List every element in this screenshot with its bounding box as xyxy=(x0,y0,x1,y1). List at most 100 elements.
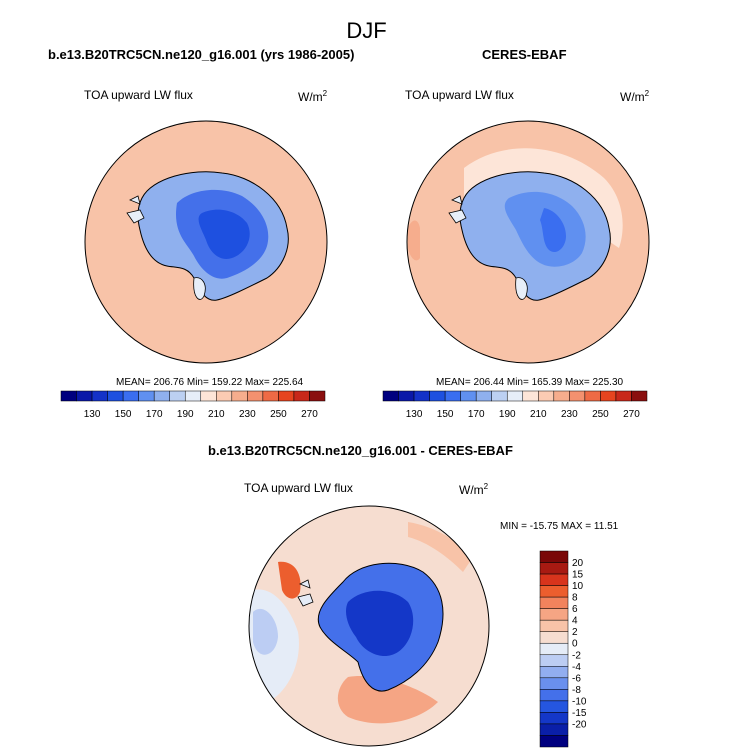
colorbar-tick-label: 190 xyxy=(177,409,194,420)
colorbar-tick-label: 170 xyxy=(146,409,163,420)
peninsula-ice-shelf xyxy=(448,195,528,300)
colorbar-tick-label: 170 xyxy=(468,409,485,420)
colorbar-bin xyxy=(278,390,295,402)
panel-3-units: W/m2 xyxy=(459,482,489,497)
panel-1-units: W/m2 xyxy=(298,89,328,104)
colorbar-bin xyxy=(539,689,569,702)
positive-anomaly-patch xyxy=(278,561,301,599)
season-title: DJF xyxy=(346,18,387,43)
map-border xyxy=(248,505,490,747)
colorbar-tick-label: 15 xyxy=(572,570,584,581)
colorbar-tick-label: 130 xyxy=(406,409,423,420)
colorbar-bin xyxy=(539,677,569,690)
colorbar-tick-label: -8 xyxy=(572,685,581,696)
colorbar-bin xyxy=(262,390,279,402)
colorbar-tick-label: -4 xyxy=(572,662,581,673)
antarctic-negative-core xyxy=(345,590,414,657)
colorbar-bin xyxy=(615,390,632,402)
colorbar-tick-label: 210 xyxy=(208,409,225,420)
panel-1-polar-map xyxy=(84,120,328,364)
colorbar-bin xyxy=(184,390,202,402)
map-border xyxy=(84,120,328,364)
colorbar-bin xyxy=(138,390,155,402)
panel-2-colorbar: 130 150 170 190 210 230 250 270 xyxy=(382,390,648,420)
southern-positive-band xyxy=(337,676,438,724)
antarctic-plateau-minimum xyxy=(198,209,250,259)
colorbar-bin xyxy=(382,390,399,402)
antarctic-plateau-minimum xyxy=(540,208,566,253)
colorbar-bin xyxy=(506,390,524,402)
colorbar-bin xyxy=(631,390,648,402)
colorbar-bin xyxy=(153,390,170,402)
colorbar-bin xyxy=(539,642,569,656)
colorbar-bin xyxy=(600,390,617,402)
colorbar-bin xyxy=(539,562,569,575)
colorbar-tick-label: 150 xyxy=(115,409,132,420)
colorbar-tick-label: 20 xyxy=(572,558,584,569)
colorbar-tick-label: -15 xyxy=(572,708,587,719)
colorbar-bin xyxy=(231,390,248,402)
colorbar-bin xyxy=(539,735,569,748)
colorbar-bin xyxy=(91,390,108,402)
panel-2-field-label: TOA upward LW flux xyxy=(405,88,514,102)
colorbar-tick-label: 250 xyxy=(270,409,287,420)
panel-3-field-label: TOA upward LW flux xyxy=(244,481,353,495)
panel-1-stats: MEAN= 206.76 Min= 159.22 Max= 225.64 xyxy=(116,377,304,388)
colorbar-bin xyxy=(60,390,77,402)
colorbar-bin xyxy=(569,390,586,402)
colorbar-bin xyxy=(398,390,415,402)
colorbar-tick-label: -20 xyxy=(572,719,587,730)
colorbar-tick-label: 210 xyxy=(530,409,547,420)
colorbar-bin xyxy=(200,390,217,402)
panel-1-title: b.e13.B20TRC5CN.ne120_g16.001 (yrs 1986-… xyxy=(48,47,355,62)
panel-3-title: b.e13.B20TRC5CN.ne120_g16.001 - CERES-EB… xyxy=(208,443,513,458)
colorbar-bin xyxy=(460,390,477,402)
colorbar-bin xyxy=(309,390,326,402)
colorbar-bin xyxy=(247,390,264,402)
colorbar-bin xyxy=(122,390,139,402)
colorbar-bin xyxy=(539,712,569,725)
colorbar-tick-label: 2 xyxy=(572,627,578,638)
colorbar-tick-label: 4 xyxy=(572,616,578,627)
colorbar-bin xyxy=(539,608,569,621)
panel-2-stats: MEAN= 206.44 Min= 165.39 Max= 225.30 xyxy=(436,377,624,388)
colorbar-bin xyxy=(475,390,492,402)
panel-3-stats: MIN = -15.75 MAX = 11.51 xyxy=(500,521,619,532)
western-warm-patch xyxy=(408,220,420,261)
panel-1-field-label: TOA upward LW flux xyxy=(84,88,193,102)
colorbar-tick-label: 250 xyxy=(592,409,609,420)
colorbar-bin xyxy=(107,390,124,402)
colorbar-bin xyxy=(539,631,569,644)
panel-2-title: CERES-EBAF xyxy=(482,47,567,62)
colorbar-tick-label: 130 xyxy=(84,409,101,420)
colorbar-bin xyxy=(584,390,601,402)
colorbar-tick-label: 6 xyxy=(572,604,578,615)
subpolar-belt xyxy=(464,148,623,248)
colorbar-tick-label: 230 xyxy=(239,409,256,420)
colorbar-bin xyxy=(169,390,186,402)
colorbar-bin xyxy=(539,654,569,667)
colorbar-tick-label: 230 xyxy=(561,409,578,420)
map-border xyxy=(406,120,650,364)
colorbar-bin xyxy=(539,550,569,563)
colorbar-bin xyxy=(413,390,430,402)
panel-2-units: W/m2 xyxy=(620,89,650,104)
colorbar-bin xyxy=(539,666,569,679)
colorbar-bin xyxy=(539,573,569,586)
colorbar-bin xyxy=(76,390,93,402)
peninsula-ice-shelf xyxy=(297,579,314,607)
panel-3-polar-map xyxy=(248,505,490,747)
colorbar-bin xyxy=(553,390,570,402)
colorbar-bin xyxy=(216,390,233,402)
colorbar-tick-label: -2 xyxy=(572,650,581,661)
northern-positive-band xyxy=(408,522,473,572)
colorbar-bin xyxy=(539,700,569,713)
peninsula-ice-shelf xyxy=(126,195,206,300)
colorbar-tick-label: 10 xyxy=(572,581,584,592)
colorbar-tick-label: 8 xyxy=(572,593,578,604)
colorbar-bin xyxy=(522,390,539,402)
colorbar-bin xyxy=(444,390,461,402)
panel-2-polar-map xyxy=(406,120,650,364)
colorbar-tick-label: -6 xyxy=(572,673,581,684)
